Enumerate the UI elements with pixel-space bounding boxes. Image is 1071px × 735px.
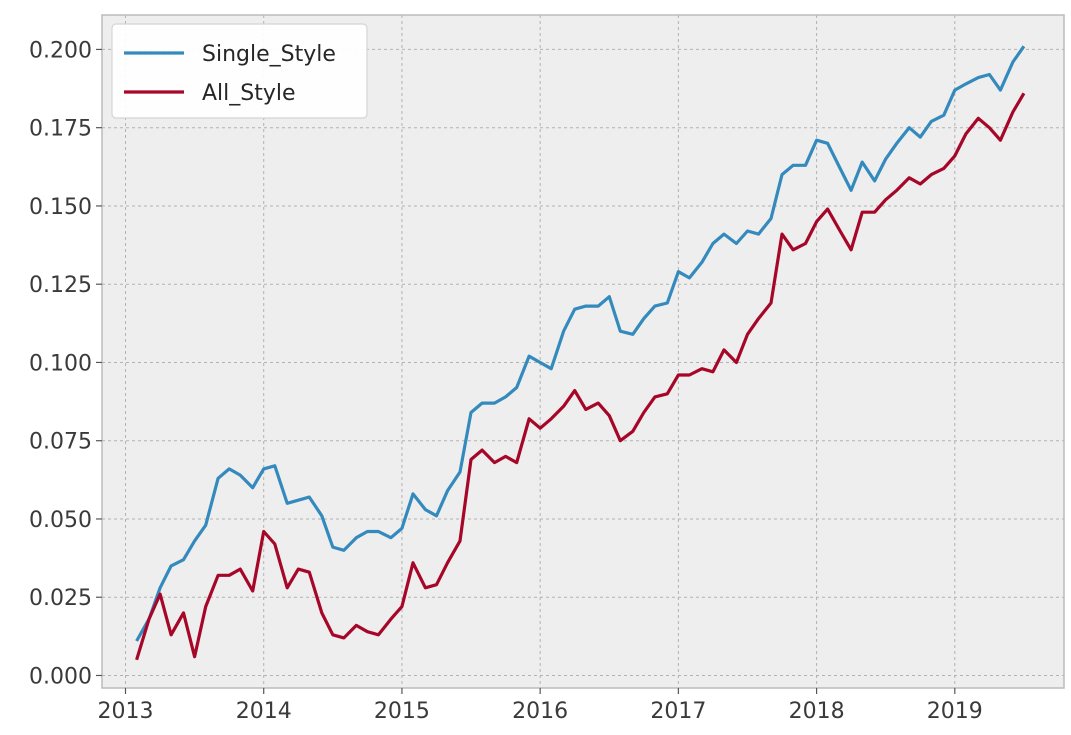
y-tick-label: 0.000 bbox=[29, 664, 92, 689]
plot-frame bbox=[101, 14, 1065, 689]
x-axis: 2013 2014 2015 2016 2017 2018 2019 bbox=[97, 688, 983, 724]
y-tick-label: 0.125 bbox=[29, 273, 92, 298]
legend-box bbox=[111, 23, 368, 119]
plot-background bbox=[102, 15, 1064, 688]
series-line-all-style bbox=[135, 92, 1026, 661]
legend-label: Single_Style bbox=[202, 42, 336, 67]
x-tick-label: 2015 bbox=[374, 699, 430, 724]
y-axis: 0.000 0.025 0.050 0.075 0.100 0.125 0.150 0.175… bbox=[29, 38, 102, 689]
y-tick-label: 0.025 bbox=[29, 586, 92, 611]
legend: Single_Style All_Style bbox=[111, 23, 368, 119]
y-tick-label: 0.200 bbox=[29, 38, 92, 63]
y-tick-label: 0.050 bbox=[29, 508, 92, 533]
grid-lines bbox=[102, 15, 1064, 688]
x-tick-label: 2016 bbox=[512, 699, 568, 724]
x-tick-label: 2014 bbox=[236, 699, 292, 724]
x-tick-label: 2013 bbox=[97, 699, 153, 724]
series-lines bbox=[135, 45, 1026, 661]
x-tick-label: 2019 bbox=[927, 699, 983, 724]
y-tick-label: 0.175 bbox=[29, 117, 92, 142]
y-tick-label: 0.150 bbox=[29, 195, 92, 220]
series-line-single-style bbox=[135, 45, 1026, 642]
x-tick-label: 2018 bbox=[789, 699, 845, 724]
legend-label: All_Style bbox=[202, 81, 296, 106]
x-tick-label: 2017 bbox=[650, 699, 706, 724]
y-tick-label: 0.075 bbox=[29, 430, 92, 455]
y-tick-label: 0.100 bbox=[29, 351, 92, 376]
